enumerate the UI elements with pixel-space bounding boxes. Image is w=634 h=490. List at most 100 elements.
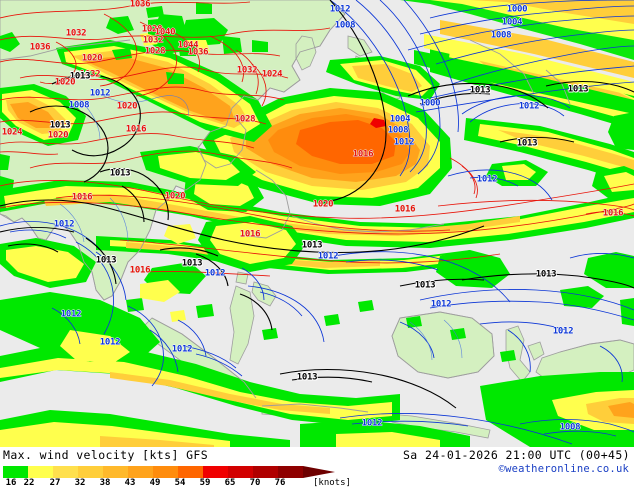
isobar-blue-layer bbox=[0, 0, 634, 445]
wind-dab-cn5 bbox=[196, 2, 212, 14]
isobar-black-layer bbox=[0, 0, 634, 409]
legend-swatch bbox=[28, 466, 53, 478]
isobar-label: 1013 bbox=[296, 372, 318, 383]
isobar-label: 1000 bbox=[419, 98, 441, 109]
isobar-label: 1013 bbox=[535, 269, 557, 280]
isobar-label: 1020 bbox=[116, 101, 138, 112]
wind-dab-cn6 bbox=[222, 36, 242, 54]
wind-dab-mc6 bbox=[262, 328, 278, 340]
isobar-label: 1020 bbox=[47, 130, 69, 141]
isobar-label: 1016 bbox=[239, 229, 261, 240]
river-layer bbox=[59, 91, 463, 361]
isobar-label: 1013 bbox=[516, 138, 538, 149]
legend-tick: 27 bbox=[49, 478, 61, 488]
legend-tick: 65 bbox=[224, 478, 236, 488]
legend-tick: 38 bbox=[99, 478, 111, 488]
isobar-label: 1028 bbox=[141, 24, 163, 35]
wind-edge-green-r1 bbox=[608, 112, 634, 150]
isobar-label: 1044 bbox=[177, 40, 199, 51]
isobar-label: 1012 bbox=[171, 344, 193, 355]
isobar-label: 1020 bbox=[312, 199, 334, 210]
coastline-layer bbox=[0, 0, 634, 413]
legend-swatch bbox=[103, 466, 128, 478]
isobar-label: 1013 bbox=[414, 280, 436, 291]
wind-dab-mc7 bbox=[196, 304, 214, 318]
wind-dab-cn3 bbox=[112, 48, 132, 60]
weather-map-canvas[interactable]: 1036 1032 1036 1028 1020 1032 1040 1032 1028 1044… bbox=[0, 0, 634, 447]
wind-stripe-o1 bbox=[440, 20, 634, 78]
legend-swatch bbox=[253, 466, 278, 478]
isobar-label: 1016 bbox=[352, 149, 374, 160]
isobar-label: 1008 bbox=[387, 125, 409, 136]
isobar-label: 1008 bbox=[334, 20, 356, 31]
wind-strip-orange-b1 bbox=[100, 436, 214, 447]
isobar-label: 1012 bbox=[361, 418, 383, 429]
isobar-label: 1016 bbox=[125, 124, 147, 135]
isobar-label: 1032 bbox=[142, 35, 164, 46]
isobar-label: 1012 bbox=[518, 101, 540, 112]
isobar-label: 1012 bbox=[552, 326, 574, 337]
isobar-label: 1024 bbox=[1, 127, 23, 138]
isobar-label: 1000 bbox=[506, 4, 528, 15]
isobar-label: 1013 bbox=[301, 240, 323, 251]
isobar-label: 1012 bbox=[329, 4, 351, 15]
isobar-label: 1004 bbox=[389, 114, 411, 125]
isobar-label: 1012 bbox=[393, 137, 415, 148]
isobar-label: 1013 bbox=[109, 168, 131, 179]
isobar-label: 1013 bbox=[95, 255, 117, 266]
wind-dab-mc3 bbox=[500, 350, 516, 362]
korea-peninsula bbox=[295, 35, 317, 71]
isobar-label: 1040 bbox=[154, 27, 176, 38]
wind-band-orange2-png bbox=[608, 402, 634, 418]
isobar-label: 1013 bbox=[181, 258, 203, 269]
wind-core-red-japan bbox=[370, 118, 386, 128]
visayas bbox=[235, 271, 249, 285]
isobar-label: 1020 bbox=[54, 77, 76, 88]
isobar-label: 1036 bbox=[187, 47, 209, 58]
isobar-label: 1016 bbox=[602, 208, 624, 219]
wind-blob-yellow-phil bbox=[210, 222, 296, 264]
wind-dab-mc9 bbox=[170, 310, 186, 322]
legend-unit-label: [knots] bbox=[313, 478, 351, 488]
isobar-label: 1032 bbox=[65, 28, 87, 39]
isobar-label: 1008 bbox=[490, 30, 512, 41]
halmahera bbox=[527, 341, 545, 361]
legend-swatch bbox=[53, 466, 78, 478]
legend-tick: 22 bbox=[23, 478, 35, 488]
isobar-red-layer bbox=[0, 1, 634, 277]
isobar-label: 1020 bbox=[164, 191, 186, 202]
valid-time-label: Sa 24-01-2026 21:00 UTC (00+45) bbox=[402, 448, 630, 462]
wind-band-orange-indo bbox=[110, 372, 330, 414]
legend-swatch bbox=[3, 466, 28, 478]
legend-tick: 70 bbox=[249, 478, 261, 488]
isobar-label: 1016 bbox=[129, 265, 151, 276]
isobar-label: 1016 bbox=[71, 192, 93, 203]
wind-edge-green-r2 bbox=[620, 298, 634, 326]
isobar-label: 1013 bbox=[49, 120, 71, 131]
color-legend: 16 22 27 32 38 43 49 54 59 65 70 76 [knots] bbox=[3, 466, 351, 490]
isobar-label: 1012 bbox=[99, 337, 121, 348]
wind-dab-mc1 bbox=[406, 316, 422, 328]
isobar-label: 1012 bbox=[204, 268, 226, 279]
map-footer: Max. wind velocity [kts] GFS Sa 24-01-20… bbox=[0, 447, 634, 490]
map-svg bbox=[0, 0, 634, 447]
wind-dab-ph-y bbox=[140, 280, 180, 302]
wind-dab-cn1 bbox=[106, 16, 134, 34]
wind-dab-cn4 bbox=[146, 6, 164, 18]
isobar-label: 1013 bbox=[567, 84, 589, 95]
wind-dab-y-cn1 bbox=[140, 32, 158, 46]
wind-dab-ne1 bbox=[156, 34, 186, 54]
isobar-label: 1028 bbox=[234, 114, 256, 125]
wind-band-deeporange-japan bbox=[296, 120, 396, 164]
isobar-label: 1028 bbox=[144, 46, 166, 57]
isobar-label: 1013 bbox=[469, 85, 491, 96]
legend-tick: 76 bbox=[274, 478, 286, 488]
legend-swatch bbox=[203, 466, 228, 478]
isobar-label: 1036 bbox=[29, 42, 51, 53]
isobar-label: 1012 bbox=[89, 88, 111, 99]
legend-tick: 43 bbox=[124, 478, 136, 488]
isobar-label: 1012 bbox=[476, 174, 498, 185]
legend-tick: 54 bbox=[174, 478, 186, 488]
isobar-label: 1032 bbox=[79, 69, 101, 80]
